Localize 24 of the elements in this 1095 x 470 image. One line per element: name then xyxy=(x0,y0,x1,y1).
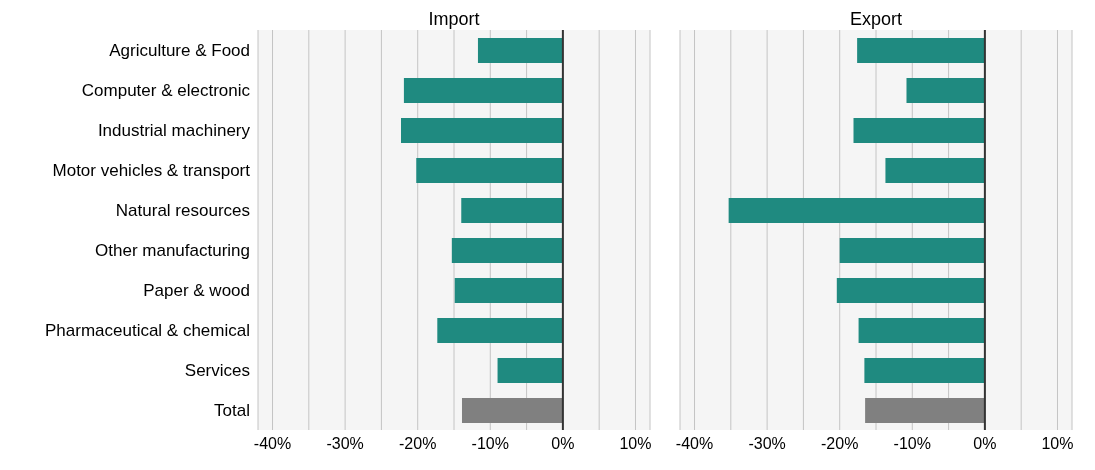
x-tick-label: -30% xyxy=(748,435,786,453)
x-tick-label: 0% xyxy=(973,435,997,453)
y-tick-label: Agriculture & Food xyxy=(109,41,250,61)
x-tick-label: -10% xyxy=(893,435,931,453)
x-tick-label: 10% xyxy=(1041,435,1074,453)
y-tick-label: Natural resources xyxy=(115,201,250,221)
x-tick-label: 0% xyxy=(551,435,575,453)
x-tick-label: -10% xyxy=(471,435,509,453)
chart-title: Export xyxy=(849,8,903,30)
x-tick-label: -40% xyxy=(675,435,714,453)
x-tick-label: -30% xyxy=(326,435,364,453)
y-tick-label: Pharmaceutical & chemical xyxy=(44,321,250,341)
y-tick-label: Industrial machinery xyxy=(97,121,251,141)
chart-title: Import xyxy=(427,8,481,30)
y-tick-label: Computer & electronic xyxy=(81,81,251,101)
x-tick-label: -20% xyxy=(821,435,859,453)
x-tick-label: 10% xyxy=(619,435,652,453)
y-tick-label: Total xyxy=(214,401,250,421)
y-tick-label: Other manufacturing xyxy=(95,241,250,261)
x-tick-label: -40% xyxy=(253,435,292,453)
y-tick-label: Motor vehicles & transport xyxy=(52,161,251,181)
x-tick-label: -20% xyxy=(399,435,437,453)
y-tick-label: Services xyxy=(184,361,250,381)
y-tick-label: Paper & wood xyxy=(143,281,250,301)
